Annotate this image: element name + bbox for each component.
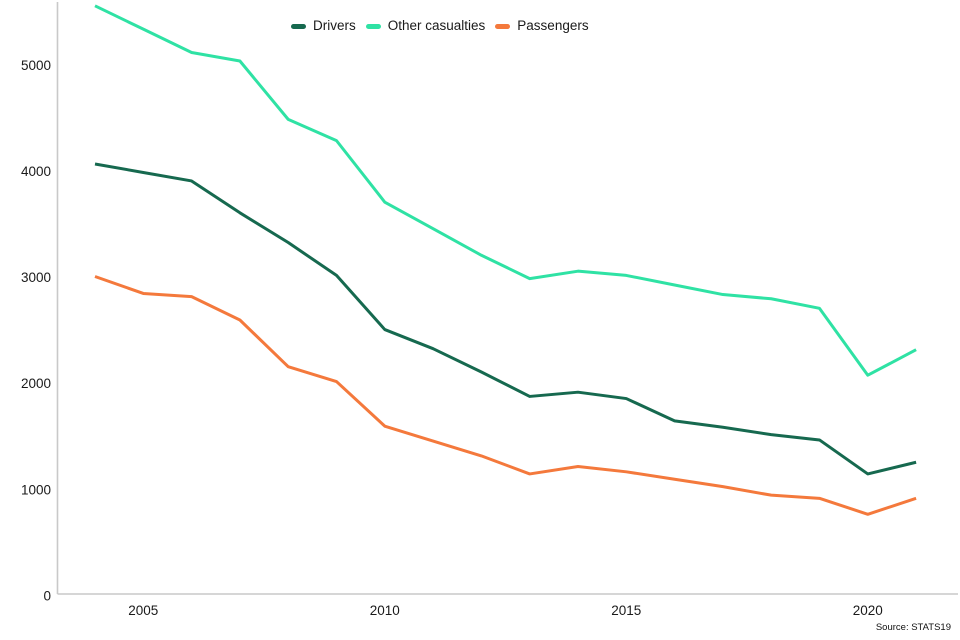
legend-label-drivers: Drivers [313,18,356,33]
legend-label-passengers: Passengers [517,18,589,33]
drivers-line [94,162,917,476]
y-tick-label: 3000 [21,270,51,285]
x-tick-label: 2010 [370,603,400,618]
legend-item-drivers: Drivers [291,19,356,33]
source-note: Source: STATS19 [875,622,951,633]
passengers-swatch-icon [495,23,511,29]
legend-item-other-casualties: Other casualties [365,18,486,33]
x-tick-label: 2015 [611,603,641,618]
legend-item-passengers: Passengers [495,18,589,33]
other-casualties-swatch-icon [365,23,381,29]
chart-legend: Drivers Other casualties Passengers [291,19,589,33]
y-tick-label: 1000 [21,482,51,497]
y-tick-label: 5000 [21,58,51,73]
x-tick-label: 2005 [128,603,158,618]
legend-label-other-casualties: Other casualties [387,18,486,33]
drivers-swatch-icon [291,23,306,29]
x-tick-label: 2020 [853,603,883,618]
y-tick-label: 0 [43,589,51,604]
y-tick-label: 4000 [21,164,51,179]
other-casualties-line [94,4,917,377]
y-tick-label: 2000 [21,376,51,391]
passengers-line [94,275,917,516]
